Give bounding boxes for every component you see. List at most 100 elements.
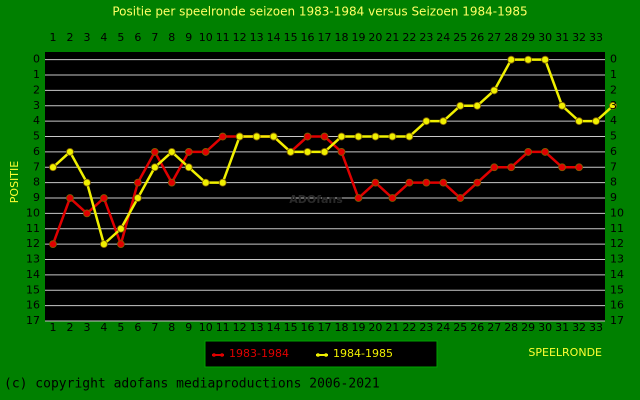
x-tick-label-top: 27 <box>487 31 501 44</box>
data-point <box>269 132 278 141</box>
y-tick-label: 4 <box>33 114 40 127</box>
x-tick-label: 15 <box>284 321 298 334</box>
y-tick-label-right: 3 <box>610 99 617 112</box>
x-tick-label: 30 <box>538 321 552 334</box>
x-tick-label: 16 <box>301 321 315 334</box>
y-tick-label-right: 2 <box>610 83 617 96</box>
data-point <box>252 132 261 141</box>
x-tick-label-top: 23 <box>419 31 433 44</box>
x-tick-label: 1 <box>50 321 57 334</box>
data-point <box>524 148 533 156</box>
x-tick-label-top: 31 <box>555 31 569 44</box>
series-line <box>52 58 614 247</box>
data-point <box>133 178 142 187</box>
y-tick-label-right: 7 <box>610 160 617 173</box>
data-point <box>218 132 227 141</box>
data-point <box>201 148 210 156</box>
y-tick-label: 9 <box>33 191 40 204</box>
data-point <box>524 55 533 64</box>
data-point <box>490 163 499 172</box>
data-point <box>116 224 125 233</box>
copyright: (c) copyright adofans mediaproductions 2… <box>4 377 380 392</box>
x-tick-label: 4 <box>100 321 107 334</box>
data-point <box>320 148 329 156</box>
data-point <box>303 148 312 156</box>
y-tick-label: 14 <box>26 268 40 281</box>
data-point <box>235 132 244 141</box>
y-tick-label: 2 <box>33 83 40 96</box>
x-tick-label-top: 25 <box>453 31 467 44</box>
y-tick-label-right: 0 <box>610 53 617 66</box>
chart-title: Positie per speelronde seizoen 1983-1984… <box>112 5 527 19</box>
x-tick-label-top: 15 <box>284 31 298 44</box>
data-point <box>558 101 566 110</box>
x-tick-label-top: 24 <box>436 31 450 44</box>
x-tick-label: 23 <box>419 321 433 334</box>
x-tick-label: 26 <box>470 321 484 334</box>
y-tick-label: 16 <box>26 299 40 312</box>
y-tick-label: 5 <box>33 130 40 143</box>
x-tick-label: 27 <box>487 321 501 334</box>
x-tick-label-top: 2 <box>66 31 73 44</box>
y-tick-label: 11 <box>26 222 40 235</box>
x-tick-label-top: 17 <box>318 31 332 44</box>
data-point <box>473 101 482 110</box>
data-point <box>150 148 159 156</box>
x-tick-label-top: 10 <box>199 31 213 44</box>
data-point <box>49 240 57 249</box>
x-tick-label: 32 <box>572 321 586 334</box>
x-tick-label-top: 9 <box>185 31 192 44</box>
plot-area <box>45 52 605 321</box>
data-point <box>405 178 414 187</box>
data-point <box>337 132 346 141</box>
x-tick-label: 20 <box>368 321 382 334</box>
legend-swatch-dot <box>212 353 216 357</box>
data-point <box>388 132 397 141</box>
data-point <box>405 132 414 141</box>
x-tick-label: 29 <box>521 321 535 334</box>
x-tick-label: 6 <box>134 321 141 334</box>
data-point <box>49 163 57 172</box>
data-point <box>575 163 583 172</box>
x-tick-label: 5 <box>117 321 124 334</box>
x-tick-label-top: 28 <box>504 31 518 44</box>
x-tick-label-top: 20 <box>368 31 382 44</box>
x-tick-label: 2 <box>66 321 73 334</box>
y-tick-label-right: 6 <box>610 145 617 158</box>
data-point <box>150 163 159 172</box>
x-tick-label-top: 12 <box>233 31 247 44</box>
data-point <box>116 240 125 249</box>
legend-swatch-dot <box>324 353 328 357</box>
x-tick-label: 21 <box>385 321 399 334</box>
data-point <box>167 148 176 156</box>
data-point <box>422 178 431 187</box>
y-tick-label-right: 5 <box>610 130 617 143</box>
y-tick-label-right: 16 <box>610 299 624 312</box>
x-tick-label-top: 19 <box>351 31 365 44</box>
y-tick-label: 8 <box>33 176 40 189</box>
data-point <box>439 117 448 126</box>
data-point <box>507 55 516 64</box>
data-point <box>201 178 210 187</box>
y-tick-label-right: 12 <box>610 237 624 250</box>
x-tick-label-top: 14 <box>267 31 281 44</box>
x-tick-label: 33 <box>589 321 603 334</box>
x-tick-label-top: 13 <box>250 31 264 44</box>
x-tick-label: 12 <box>233 321 247 334</box>
data-point <box>218 178 227 187</box>
data-point <box>490 86 499 95</box>
x-tick-label: 28 <box>504 321 518 334</box>
data-point <box>83 209 91 218</box>
y-tick-label-right: 17 <box>610 314 624 327</box>
x-tick-label: 13 <box>250 321 264 334</box>
x-tick-label-top: 7 <box>151 31 158 44</box>
legend-swatch-dot <box>316 353 320 357</box>
x-tick-label: 19 <box>351 321 365 334</box>
y-tick-label: 7 <box>33 160 40 173</box>
y-tick-label-right: 15 <box>610 283 624 296</box>
data-point <box>167 178 176 187</box>
x-tick-label-top: 4 <box>100 31 107 44</box>
y-tick-label: 1 <box>33 68 40 81</box>
y-tick-label-right: 9 <box>610 191 617 204</box>
